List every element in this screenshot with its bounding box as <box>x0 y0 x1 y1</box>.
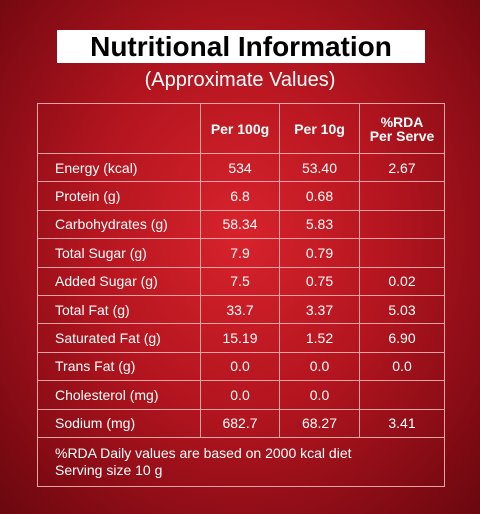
row-label: Total Fat (g) <box>37 294 201 325</box>
value-cell: 1.52 <box>279 323 360 353</box>
row-label: Cholesterol (mg) <box>37 380 201 410</box>
row-label: Saturated Fat (g) <box>37 323 201 353</box>
value-cell: 2.67 <box>359 152 445 183</box>
row-label: Sodium (mg) <box>37 408 201 438</box>
value-cell: 0.79 <box>279 238 360 268</box>
note-row: %RDA Daily values are based on 2000 kcal… <box>37 436 445 487</box>
table-row: Added Sugar (g) 7.5 0.75 0.02 <box>37 266 445 296</box>
value-cell: 0.0 <box>359 351 445 382</box>
table-row: Protein (g) 6.8 0.68 <box>37 181 445 211</box>
value-cell: 0.0 <box>200 380 280 410</box>
column-label: Per Serve <box>369 127 435 144</box>
value-cell <box>359 209 445 240</box>
value-cell: 3.37 <box>279 294 360 325</box>
table-row: Trans Fat (g) 0.0 0.0 0.0 <box>37 351 445 382</box>
value-cell: 3.41 <box>359 408 445 438</box>
value-cell: 6.8 <box>200 181 280 211</box>
value-cell: 682.7 <box>200 408 280 438</box>
value-cell: 68.27 <box>279 408 360 438</box>
nutrition-table: Per 100g Per 10g %RDA Per Serve Energy (kcal… <box>37 103 445 487</box>
value-cell: 0.0 <box>200 351 280 382</box>
row-label: Trans Fat (g) <box>37 351 201 382</box>
table-row: Total Fat (g) 33.7 3.37 5.03 <box>37 294 445 325</box>
table-row: Carbohydrates (g) 58.34 5.83 <box>37 209 445 240</box>
row-label: Protein (g) <box>37 181 201 211</box>
value-cell: 0.68 <box>279 181 360 211</box>
value-cell: 5.03 <box>359 294 445 325</box>
column-label: Per 10g <box>294 120 345 137</box>
header-cell: Per 10g <box>279 103 360 154</box>
subtitle: (Approximate Values) <box>144 69 336 91</box>
note-text: %RDA Daily values are based on 2000 kcal… <box>55 444 352 461</box>
row-label: Energy (kcal) <box>37 152 201 183</box>
table-row: Cholesterol (mg) 0.0 0.0 <box>37 380 445 410</box>
row-label: Carbohydrates (g) <box>37 209 201 240</box>
table-row: Sodium (mg) 682.7 68.27 3.41 <box>37 408 445 438</box>
note-text: Serving size 10 g <box>55 461 163 478</box>
row-label: Added Sugar (g) <box>37 266 201 296</box>
value-cell: 0.75 <box>279 266 360 296</box>
header-cell: Per 100g <box>200 103 280 154</box>
value-cell: 6.90 <box>359 323 445 353</box>
column-label: %RDA <box>380 113 424 130</box>
value-cell: 7.9 <box>200 238 280 268</box>
table-row: Saturated Fat (g) 15.19 1.52 6.90 <box>37 323 445 353</box>
value-cell <box>359 380 445 410</box>
value-cell: 0.0 <box>279 380 360 410</box>
title: Nutritional Information <box>57 30 425 63</box>
table-row: Energy (kcal) 534 53.40 2.67 <box>37 152 445 183</box>
value-cell: 15.19 <box>200 323 280 353</box>
value-cell: 33.7 <box>200 294 280 325</box>
table-row: Total Sugar (g) 7.9 0.79 <box>37 238 445 268</box>
value-cell: 5.83 <box>279 209 360 240</box>
value-cell: 53.40 <box>279 152 360 183</box>
value-cell: 7.5 <box>200 266 280 296</box>
column-label: Per 100g <box>210 120 270 137</box>
value-cell: 0.02 <box>359 266 445 296</box>
value-cell: 534 <box>200 152 280 183</box>
value-cell <box>359 181 445 211</box>
header-cell <box>37 103 201 154</box>
note-cell: %RDA Daily values are based on 2000 kcal… <box>37 436 445 487</box>
value-cell: 58.34 <box>200 209 280 240</box>
header-cell: %RDA Per Serve <box>359 103 445 154</box>
value-cell <box>359 238 445 268</box>
value-cell: 0.0 <box>279 351 360 382</box>
header-row: Per 100g Per 10g %RDA Per Serve <box>37 103 445 154</box>
row-label: Total Sugar (g) <box>37 238 201 268</box>
